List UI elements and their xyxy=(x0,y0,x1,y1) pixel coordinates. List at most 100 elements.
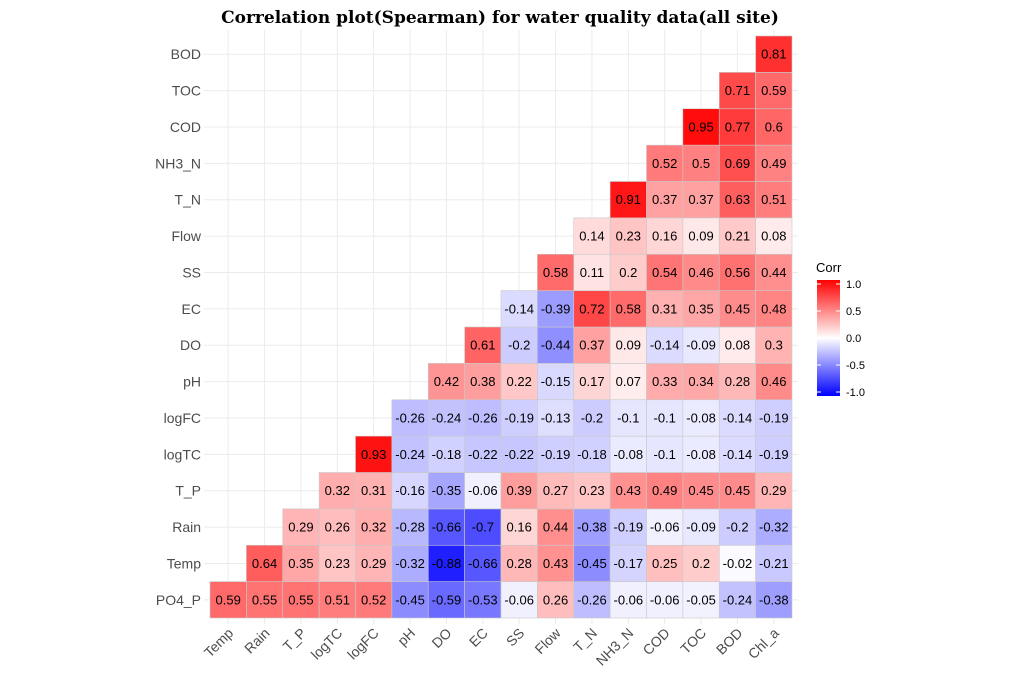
cell-value-label: -0.26 xyxy=(577,592,607,607)
heatmap-cell xyxy=(318,472,356,510)
heatmap-cell xyxy=(537,363,575,401)
cell-value-label: 0.6 xyxy=(765,119,783,134)
x-tick-label: T_P xyxy=(280,625,309,654)
cell-value-label: 0.77 xyxy=(725,119,750,134)
heatmap-cell xyxy=(755,399,793,437)
legend: Corr 1.0 0.5 0.0 -0.5 -1.0 xyxy=(816,260,865,399)
heatmap-cell xyxy=(573,581,611,619)
heatmap-cell xyxy=(755,363,793,401)
cell-value-label: 0.29 xyxy=(361,556,386,571)
cell-value-label: 0.07 xyxy=(616,374,641,389)
cell-value-label: 0.42 xyxy=(434,374,459,389)
heatmap-cells xyxy=(209,35,793,619)
cell-value-label: -0.14 xyxy=(650,338,680,353)
cell-value-label: 0.43 xyxy=(543,556,568,571)
legend-tick-label: -0.5 xyxy=(846,360,865,372)
cell-value-label: 0.32 xyxy=(361,520,386,535)
cell-value-label: 0.51 xyxy=(761,192,786,207)
cell-value-label: 0.31 xyxy=(361,483,386,498)
heatmap-cell xyxy=(573,363,611,401)
cell-value-label: 0.29 xyxy=(761,483,786,498)
cell-value-label: -0.21 xyxy=(759,556,789,571)
cell-value-label: -0.24 xyxy=(395,447,425,462)
cell-value-label: 0.95 xyxy=(688,119,713,134)
cell-value-label: -0.1 xyxy=(653,410,675,425)
cell-value-label: 0.23 xyxy=(325,556,350,571)
cell-value-label: -0.2 xyxy=(508,338,530,353)
cell-value-label: 0.25 xyxy=(652,556,677,571)
heatmap-cell xyxy=(573,253,611,291)
cell-value-label: -0.08 xyxy=(686,447,716,462)
heatmap-cell xyxy=(718,144,756,182)
cell-value-label: 0.52 xyxy=(652,156,677,171)
y-tick-label: TOC xyxy=(172,83,201,99)
cell-value-label: 0.27 xyxy=(543,483,568,498)
cell-value-label: 0.14 xyxy=(579,229,604,244)
heatmap-cell xyxy=(609,326,647,364)
cell-value-label: 0.17 xyxy=(579,374,604,389)
heatmap-cell xyxy=(718,363,756,401)
x-tick-label: BOD xyxy=(713,625,746,658)
heatmap-cell xyxy=(355,581,393,619)
legend-tick-label: 0.0 xyxy=(846,333,861,345)
cell-value-label: -0.19 xyxy=(504,410,534,425)
cell-value-label: 0.93 xyxy=(361,447,386,462)
cell-value-label: 0.44 xyxy=(761,265,786,280)
heatmap-cell xyxy=(646,290,684,328)
cell-value-label: -0.06 xyxy=(650,520,680,535)
cell-value-label: 0.2 xyxy=(692,556,710,571)
heatmap-cell xyxy=(282,508,320,546)
cell-value-label: 0.3 xyxy=(765,338,783,353)
cell-value-label: -0.53 xyxy=(468,592,498,607)
heatmap-cell xyxy=(573,544,611,582)
cell-value-label: -0.09 xyxy=(686,338,716,353)
heatmap-cell xyxy=(500,290,538,328)
heatmap-cell xyxy=(755,472,793,510)
cell-value-label: -0.66 xyxy=(468,556,498,571)
cell-value-label: 0.38 xyxy=(470,374,495,389)
heatmap-cell xyxy=(646,181,684,219)
x-tick-label: NH3_N xyxy=(593,625,637,669)
heatmap-cell xyxy=(500,326,538,364)
cell-value-label: -0.32 xyxy=(395,556,425,571)
heatmap-cell xyxy=(755,144,793,182)
heatmap-cell xyxy=(500,399,538,437)
cell-value-label: 0.59 xyxy=(216,592,241,607)
heatmap-cell xyxy=(537,290,575,328)
y-tick-label: EC xyxy=(182,301,201,317)
cell-value-label: -0.14 xyxy=(723,410,753,425)
heatmap-cell xyxy=(427,581,465,619)
cell-value-label: 0.46 xyxy=(761,374,786,389)
heatmap-cell xyxy=(755,181,793,219)
heatmap-cell xyxy=(609,363,647,401)
y-tick-label: PO4_P xyxy=(156,592,201,608)
y-tick-label: T_N xyxy=(175,192,201,208)
cell-value-label: -0.35 xyxy=(432,483,462,498)
cell-value-label: 0.16 xyxy=(652,229,677,244)
heatmap-cell xyxy=(318,581,356,619)
heatmap-cell xyxy=(609,290,647,328)
cell-value-label: 0.61 xyxy=(470,338,495,353)
heatmap-cell xyxy=(682,290,720,328)
heatmap-cell xyxy=(609,508,647,546)
cell-value-label: 0.31 xyxy=(652,301,677,316)
cell-value-label: 0.37 xyxy=(688,192,713,207)
heatmap-cell xyxy=(682,472,720,510)
cell-value-label: 0.22 xyxy=(507,374,532,389)
x-tick-label: Temp xyxy=(201,625,237,661)
y-tick-label: BOD xyxy=(171,46,201,62)
cell-value-label: -0.1 xyxy=(653,447,675,462)
cell-value-label: -0.19 xyxy=(613,520,643,535)
cell-value-label: -0.06 xyxy=(468,483,498,498)
heatmap-cell xyxy=(755,326,793,364)
legend-ticks: 1.0 0.5 0.0 -0.5 -1.0 xyxy=(817,279,865,399)
legend-tick-label: 0.5 xyxy=(846,306,861,318)
heatmap-cell xyxy=(537,399,575,437)
cell-value-label: -0.26 xyxy=(468,410,498,425)
y-tick-label: Flow xyxy=(171,228,201,244)
cell-value-label: -0.08 xyxy=(686,410,716,425)
heatmap-cell xyxy=(427,435,465,473)
heatmap-cell xyxy=(755,544,793,582)
heatmap-cell xyxy=(755,253,793,291)
cell-value-label: 0.16 xyxy=(507,520,532,535)
